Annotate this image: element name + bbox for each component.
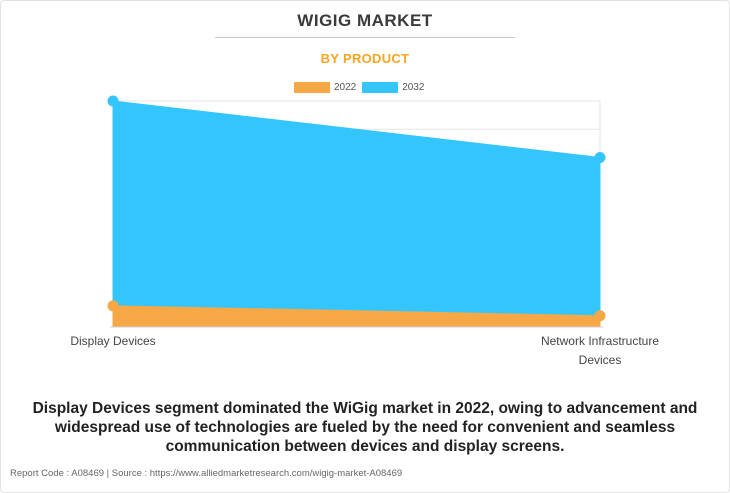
x-tick-label: Display Devices	[70, 334, 155, 348]
legend-item-2032[interactable]: 2032	[362, 81, 425, 93]
report-footer: Report Code : A08469 | Source : https://…	[10, 468, 403, 479]
chart-title: WIGIG MARKET	[297, 11, 433, 30]
area-chart: Display Devices Network Infrastructure Dev…	[70, 95, 659, 367]
data-point-2022	[594, 310, 606, 322]
data-point-2032	[107, 95, 119, 107]
legend-item-2022[interactable]: 2022	[294, 81, 357, 93]
title-divider	[215, 37, 515, 38]
legend-label-2022: 2022	[334, 81, 357, 93]
legend-swatch-2032	[362, 81, 399, 93]
x-tick-label: Network Infrastructure Devices	[541, 334, 659, 367]
data-point-2032	[594, 152, 606, 163]
legend-label-2032: 2032	[402, 81, 425, 93]
legend: 2022 2032	[294, 80, 431, 94]
legend-swatch-2022	[294, 81, 330, 93]
area-series-2032	[112, 100, 601, 328]
chart-caption: Display Devices segment dominated the Wi…	[32, 400, 698, 455]
data-point-2022	[107, 300, 119, 312]
chart-subtitle: BY PRODUCT	[320, 51, 410, 66]
